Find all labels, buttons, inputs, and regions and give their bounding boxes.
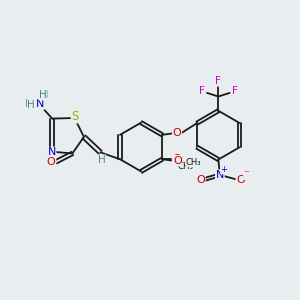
Text: H: H: [25, 99, 32, 109]
Text: CH₃: CH₃: [186, 158, 202, 167]
Text: CH₃: CH₃: [178, 162, 194, 171]
Text: H: H: [41, 90, 48, 100]
Text: O: O: [196, 175, 205, 185]
Text: H: H: [38, 90, 46, 100]
Text: H: H: [98, 155, 106, 165]
Text: H: H: [26, 99, 33, 109]
Text: O: O: [172, 154, 181, 164]
Text: N: N: [216, 170, 224, 180]
Text: O: O: [173, 128, 182, 138]
Text: O: O: [47, 158, 56, 167]
Text: F: F: [232, 86, 238, 96]
Text: N: N: [47, 147, 56, 157]
Text: F: F: [215, 76, 221, 86]
Text: ⁻: ⁻: [243, 170, 249, 180]
Text: S: S: [71, 110, 79, 123]
Text: N: N: [35, 99, 44, 109]
Text: F: F: [199, 86, 205, 96]
Text: H: H: [27, 100, 35, 110]
Text: O: O: [173, 156, 182, 166]
Text: O: O: [236, 175, 245, 185]
Text: +: +: [220, 165, 227, 174]
